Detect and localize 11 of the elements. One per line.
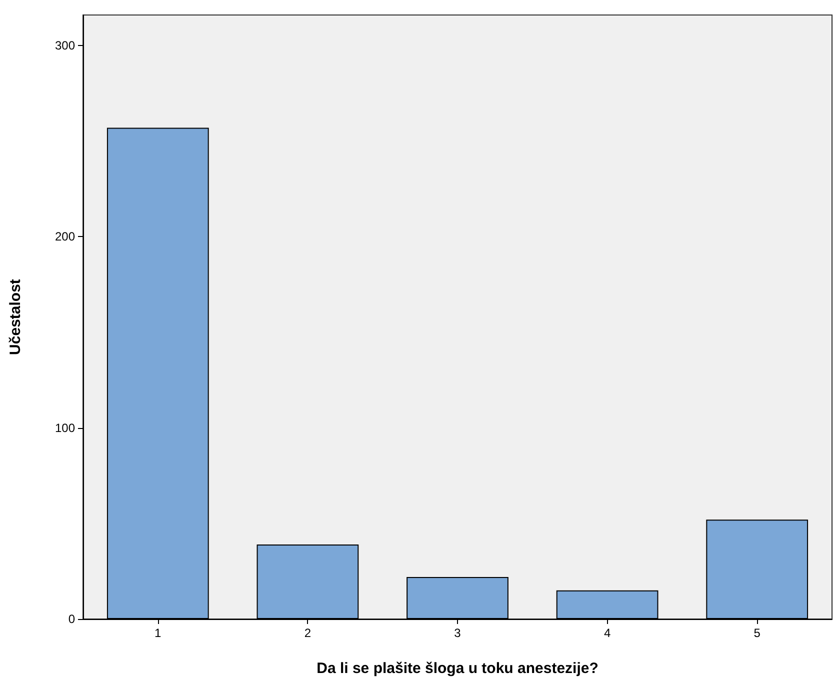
x-tick-label: 4: [604, 626, 611, 640]
x-axis-title: Da li se plašite šloga u toku anestezije?: [316, 660, 598, 677]
y-tick-label: 100: [54, 420, 76, 435]
y-tick-label: 0: [68, 612, 76, 626]
y-tick-label: 200: [54, 230, 76, 244]
x-tick-label: 5: [754, 626, 761, 640]
x-tick-label: 1: [154, 626, 162, 640]
x-tick-label: 2: [304, 626, 312, 640]
x-tick-label: 3: [454, 626, 462, 640]
y-tick-label: 300: [54, 38, 76, 53]
y-axis-title: Učestalost: [7, 279, 24, 355]
